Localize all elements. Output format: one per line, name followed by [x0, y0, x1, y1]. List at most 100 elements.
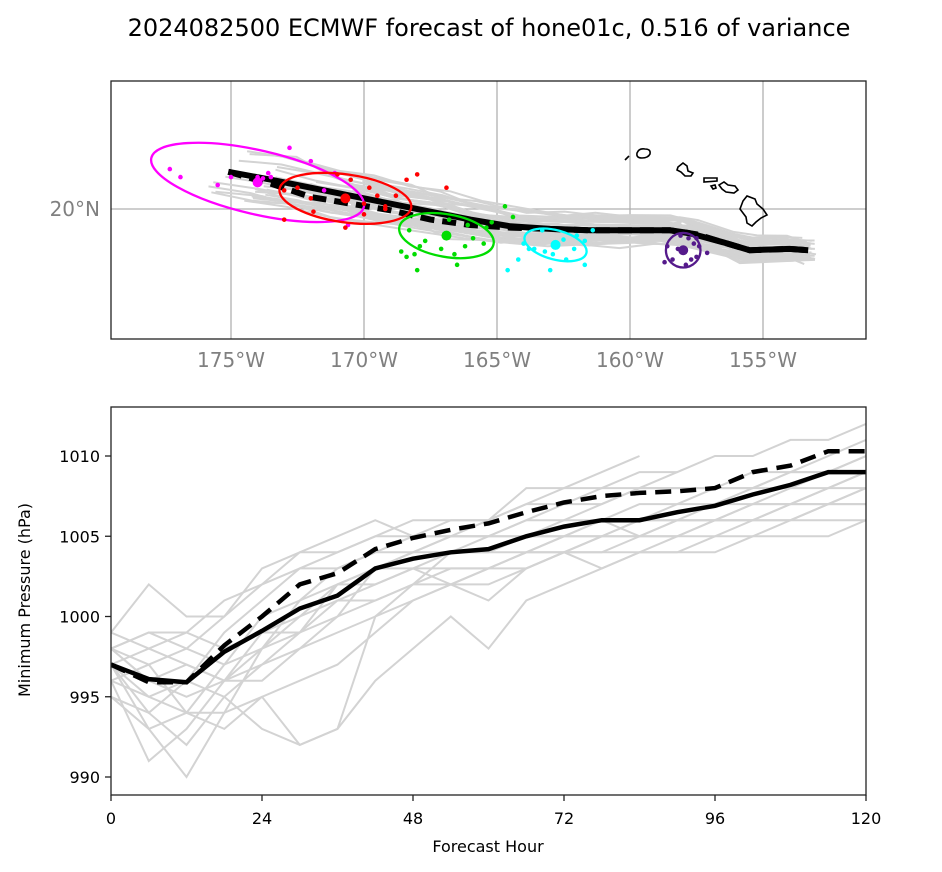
ensemble-member-line	[111, 471, 866, 779]
ellipse-member-point	[571, 246, 577, 252]
ellipse-member-point	[688, 257, 694, 262]
ellipse-center-point	[340, 193, 351, 204]
pressure-ticks: 0 24 48 72 96 120 990 995 1000 1005 1010	[59, 447, 881, 828]
y-tick-label: 1005	[59, 527, 100, 546]
deterministic-line	[111, 448, 866, 685]
ellipse-member-point	[361, 201, 367, 206]
ellipse-member-point	[470, 235, 476, 241]
ellipse-member-point	[452, 251, 457, 257]
ellipse-member-point	[582, 262, 588, 268]
ellipse-member-point	[406, 227, 412, 233]
ellipse-member-point	[393, 193, 399, 198]
x-tick-label: 0	[106, 809, 116, 828]
ensemble-member-line	[111, 503, 866, 747]
island-lanai	[709, 184, 718, 190]
ellipse-member-point	[404, 177, 409, 183]
ellipse-member-point	[215, 182, 220, 188]
ensemble-track	[255, 190, 807, 260]
y-tick-label: 995	[69, 688, 100, 707]
ellipse-member-point	[462, 243, 468, 249]
ensemble-track	[246, 150, 808, 244]
ensemble-track-spread	[208, 150, 817, 266]
ellipse-member-point	[510, 214, 516, 220]
x-tick-label: 96	[705, 809, 725, 828]
ellipse-member-point	[295, 185, 300, 191]
ellipse-member-point	[505, 267, 510, 273]
ellipse-member-point	[308, 158, 314, 164]
ellipse-member-point	[308, 196, 314, 201]
track-map-panel: 175°W 170°W 165°W 160°W 155°W 20°N	[50, 80, 867, 372]
ellipse-member-point	[404, 254, 409, 260]
ellipse-member-point	[691, 241, 697, 246]
ellipse-member-point	[311, 209, 316, 214]
ensemble-member-line	[111, 471, 678, 715]
ellipse-member-point	[542, 249, 548, 254]
ellipse-member-point	[515, 257, 521, 262]
position-ellipses	[149, 141, 710, 273]
hawaii-coastline	[624, 148, 769, 228]
x-tick-label: 24	[252, 809, 272, 828]
ellipse-member-point	[321, 188, 327, 193]
ellipse-center-point	[678, 245, 689, 256]
map-frame	[110, 80, 867, 340]
island-niihau	[624, 155, 630, 161]
map-x-tick-label: 155°W	[729, 348, 797, 372]
y-tick-label: 990	[69, 768, 100, 787]
position-ellipse	[523, 227, 588, 263]
ellipse-member-point	[438, 246, 444, 252]
x-tick-label: 120	[851, 809, 882, 828]
ellipse-member-point	[414, 172, 420, 177]
ellipse-member-point	[550, 251, 556, 257]
ellipse-center-point	[252, 177, 263, 188]
island-molokai	[703, 177, 718, 183]
position-ellipse	[664, 231, 702, 269]
ensemble-member-line	[111, 519, 866, 746]
ellipse-member-point	[590, 227, 596, 233]
ellipse-center-point	[441, 230, 452, 241]
ellipse-member-point	[178, 174, 183, 180]
ensemble-mean-line	[111, 469, 866, 685]
ellipse-member-point	[489, 220, 494, 225]
x-tick-label: 72	[554, 809, 574, 828]
ensemble-track	[286, 155, 803, 239]
ensemble-member-line	[111, 455, 866, 666]
ellipse-member-point	[167, 166, 173, 172]
island-oahu	[676, 161, 695, 177]
ellipse-member-point	[582, 238, 588, 244]
ellipse-member-point	[348, 177, 354, 183]
y-tick-label: 1000	[59, 608, 100, 627]
x-tick-label: 48	[403, 809, 423, 828]
ellipse-member-point	[281, 217, 287, 222]
figure-title: 2024082500 ECMWF forecast of hone01c, 0.…	[128, 14, 851, 42]
ellipse-member-point	[412, 251, 417, 257]
map-x-tick-label: 175°W	[197, 348, 265, 372]
position-ellipse	[278, 171, 413, 225]
ellipse-member-point	[382, 204, 388, 209]
ellipse-center-point	[550, 239, 561, 250]
ellipse-member-point	[281, 188, 287, 193]
map-tick-labels: 175°W 170°W 165°W 160°W 155°W 20°N	[50, 197, 798, 372]
ellipse-member-point	[704, 250, 710, 256]
ellipse-member-point	[343, 225, 348, 230]
ellipse-member-point	[228, 174, 234, 180]
ellipse-member-point	[414, 267, 420, 273]
map-x-tick-label: 170°W	[330, 348, 398, 372]
ellipse-member-point	[422, 238, 428, 244]
ensemble-member-lines	[111, 422, 866, 779]
ellipse-member-point	[454, 262, 460, 268]
map-y-tick-label: 20°N	[50, 197, 100, 221]
island-maui	[717, 181, 740, 194]
ensemble-member-line	[111, 487, 866, 763]
y-axis-label: Minimum Pressure (hPa)	[15, 503, 34, 697]
ellipse-member-point	[662, 259, 667, 265]
ellipse-member-point	[417, 243, 423, 249]
pressure-chart-panel: 0 24 48 72 96 120 990 995 1000 1005 1010 Forecast …	[15, 406, 881, 856]
y-tick-label: 1010	[59, 447, 100, 466]
position-ellipse	[149, 141, 366, 224]
pressure-series	[111, 448, 866, 685]
ellipse-member-point	[561, 237, 566, 242]
ellipse-member-point	[287, 145, 292, 151]
ellipse-member-point	[398, 249, 404, 254]
ellipse-member-point	[670, 257, 675, 262]
